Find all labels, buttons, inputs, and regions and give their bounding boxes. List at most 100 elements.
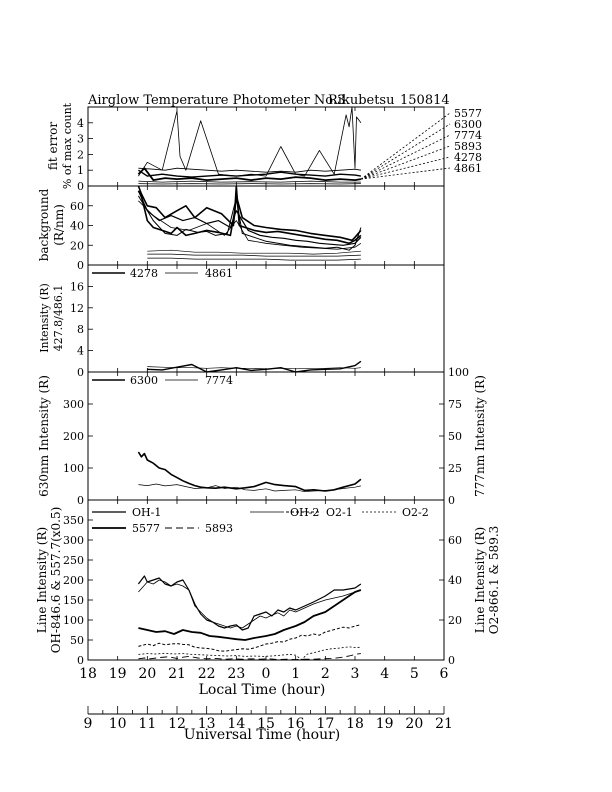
local-time-tick-label: 18 [79, 666, 97, 682]
intensity-6300-ytick-right-label: 25 [448, 462, 462, 475]
intensity-4278-ytick-label: 8 [77, 323, 84, 336]
intensity-4278-legend-label-2: 4861 [205, 267, 233, 280]
ut-tick-label: 9 [84, 716, 93, 732]
line-intensity-legend-label-2: OH-2 [290, 506, 319, 519]
line-intensity-legend-label-5: 5577 [132, 522, 160, 535]
intensity-6300-frame [87, 371, 445, 501]
630nm-ylabel: 630nm Intensity (R) [37, 375, 51, 497]
panel-background: 0 20 40 60 [70, 185, 445, 272]
intensity-4278-series-4278 [147, 360, 362, 373]
panel-intensity-6300: 0 100 200 300 0 25 50 75 100 6300 7774 [63, 366, 469, 507]
intensity-6300-series-6300 [137, 451, 362, 492]
line-intensity-legend-label-1: OH-1 [132, 506, 161, 519]
fit-error-series-4278 [138, 180, 361, 183]
chart-marks: 0123455776300777458934278486102040600481… [63, 106, 482, 732]
fit-error-leader-5893 [360, 145, 451, 180]
ut-tick-label: 13 [198, 716, 216, 732]
line-intensity-series-O2-1 [138, 624, 361, 652]
ut-tick-label: 14 [227, 716, 245, 732]
local-time-tick-label: 1 [291, 666, 300, 682]
fit-error-side-label-7774: 7774 [454, 129, 482, 142]
fit-error-ylabel-1: fit error [46, 122, 60, 170]
background-series-bg-5 [137, 195, 362, 251]
fit-error-leader-7774 [360, 134, 451, 180]
background-ylabel-1: background [37, 188, 51, 261]
line-intensity-ytick-label: 150 [63, 594, 84, 607]
intensity-6300-ytick-label: 200 [63, 430, 84, 443]
fit-error-series-5577 [137, 167, 362, 182]
line-intensity-ytick-right-label: 20 [448, 614, 462, 627]
background-ytick-label: 40 [70, 220, 84, 233]
fit-error-ytick-label: 3 [77, 133, 84, 146]
title-site: Rikubetsu [328, 93, 394, 108]
intensity-6300-series-7774 [138, 483, 361, 493]
777nm-ylabel: 777nm Intensity (R) [473, 375, 487, 497]
intensity-6300-ytick-right-label: 50 [448, 430, 462, 443]
line-intensity-ylabel-2: OH-846.6 & 557.7(x0.5) [49, 507, 63, 654]
fit-error-side-label-5893: 5893 [454, 140, 482, 153]
line-intensity-series-OH-1 [137, 575, 362, 631]
intensity-ylabel-2: 427.8/486.1 [52, 285, 65, 352]
local-time-tick-label: 6 [440, 666, 449, 682]
panel-intensity-4278: 0 4 8 12 16 4278 4861 [70, 264, 445, 379]
local-time-tick-label: 21 [168, 666, 186, 682]
intensity-4278-series-4861 [147, 366, 361, 370]
universal-time-xlabel: Universal Time (hour) [184, 727, 341, 743]
line-intensity-right-ylabel-2: O2-866.1 & 589.3 [487, 526, 501, 635]
background-series-bg-3 [137, 190, 362, 246]
background-series-bg-4 [138, 200, 362, 250]
panel-labels: fit error % of max count background (R/n… [35, 102, 501, 743]
local-time-tick-label: 3 [351, 666, 360, 682]
background-series-bg-1 [137, 185, 362, 245]
background-ytick-label: 20 [70, 239, 84, 252]
intensity-6300-ytick-label: 100 [63, 462, 84, 475]
title-instrument: Airglow Temperature Photometer No.3 [87, 93, 345, 108]
background-ytick-label: 0 [77, 259, 84, 272]
line-intensity-ytick-label: 0 [77, 654, 84, 667]
line-intensity-series-5893 [138, 653, 361, 661]
ut-tick-label: 19 [376, 716, 394, 732]
ut-tick-label: 21 [435, 716, 453, 732]
fit-error-series-6300 [138, 169, 362, 178]
line-intensity-ytick-label: 50 [70, 634, 84, 647]
ut-tick-label: 18 [346, 716, 364, 732]
line-intensity-ylabel-1: Line Intensity (R) [35, 527, 49, 633]
ut-tick-label: 16 [287, 716, 305, 732]
fit-error-leader-6300 [360, 123, 451, 180]
ut-tick-label: 10 [109, 716, 127, 732]
intensity-4278-ytick-label: 12 [70, 302, 84, 315]
fit-error-ytick-label: 0 [77, 180, 84, 193]
fit-error-ytick-label: 4 [77, 117, 84, 130]
fit-error-ytick-label: 1 [77, 164, 84, 177]
fit-error-side-label-6300: 6300 [454, 118, 482, 131]
local-time-tick-label: 22 [198, 666, 216, 682]
line-intensity-ytick-right-label: 0 [448, 654, 455, 667]
local-time-tick-label: 23 [227, 666, 245, 682]
ut-tick-label: 20 [405, 716, 423, 732]
title-date: 150814 [400, 93, 450, 108]
fit-error-side-label-4861: 4861 [454, 162, 482, 175]
line-intensity-legend-label-6: 5893 [205, 522, 233, 535]
intensity-4278-ytick-label: 4 [77, 345, 84, 358]
fit-error-side-label-4278: 4278 [454, 151, 482, 164]
intensity-6300-ytick-label: 0 [77, 494, 84, 507]
line-intensity-ytick-right-label: 60 [448, 534, 462, 547]
line-intensity-series-O2-2 [138, 646, 361, 660]
background-series-bg-7 [147, 253, 361, 257]
panel-line-intensity: 0 50 100 150 200 250 300 350 0 20 40 60 OH-1 OH-2 O2-1… [63, 499, 462, 667]
intensity-6300-ytick-right-label: 75 [448, 398, 462, 411]
intensity-6300-ytick-label: 300 [63, 398, 84, 411]
line-intensity-ytick-label: 300 [63, 534, 84, 547]
line-intensity-ytick-right-label: 40 [448, 574, 462, 587]
background-series-bg-2 [137, 185, 362, 242]
intensity-4278-frame [87, 264, 445, 373]
local-time-tick-label: 2 [321, 666, 330, 682]
ut-tick-label: 11 [138, 716, 156, 732]
intensity-4278-legend-label-1: 4278 [130, 267, 158, 280]
intensity-4278-ytick-label: 0 [77, 366, 84, 379]
local-time-tick-label: 5 [410, 666, 419, 682]
local-time-tick-label: 4 [380, 666, 389, 682]
fit-error-side-label-5577: 5577 [454, 107, 482, 120]
line-intensity-series-5577 [138, 589, 362, 641]
